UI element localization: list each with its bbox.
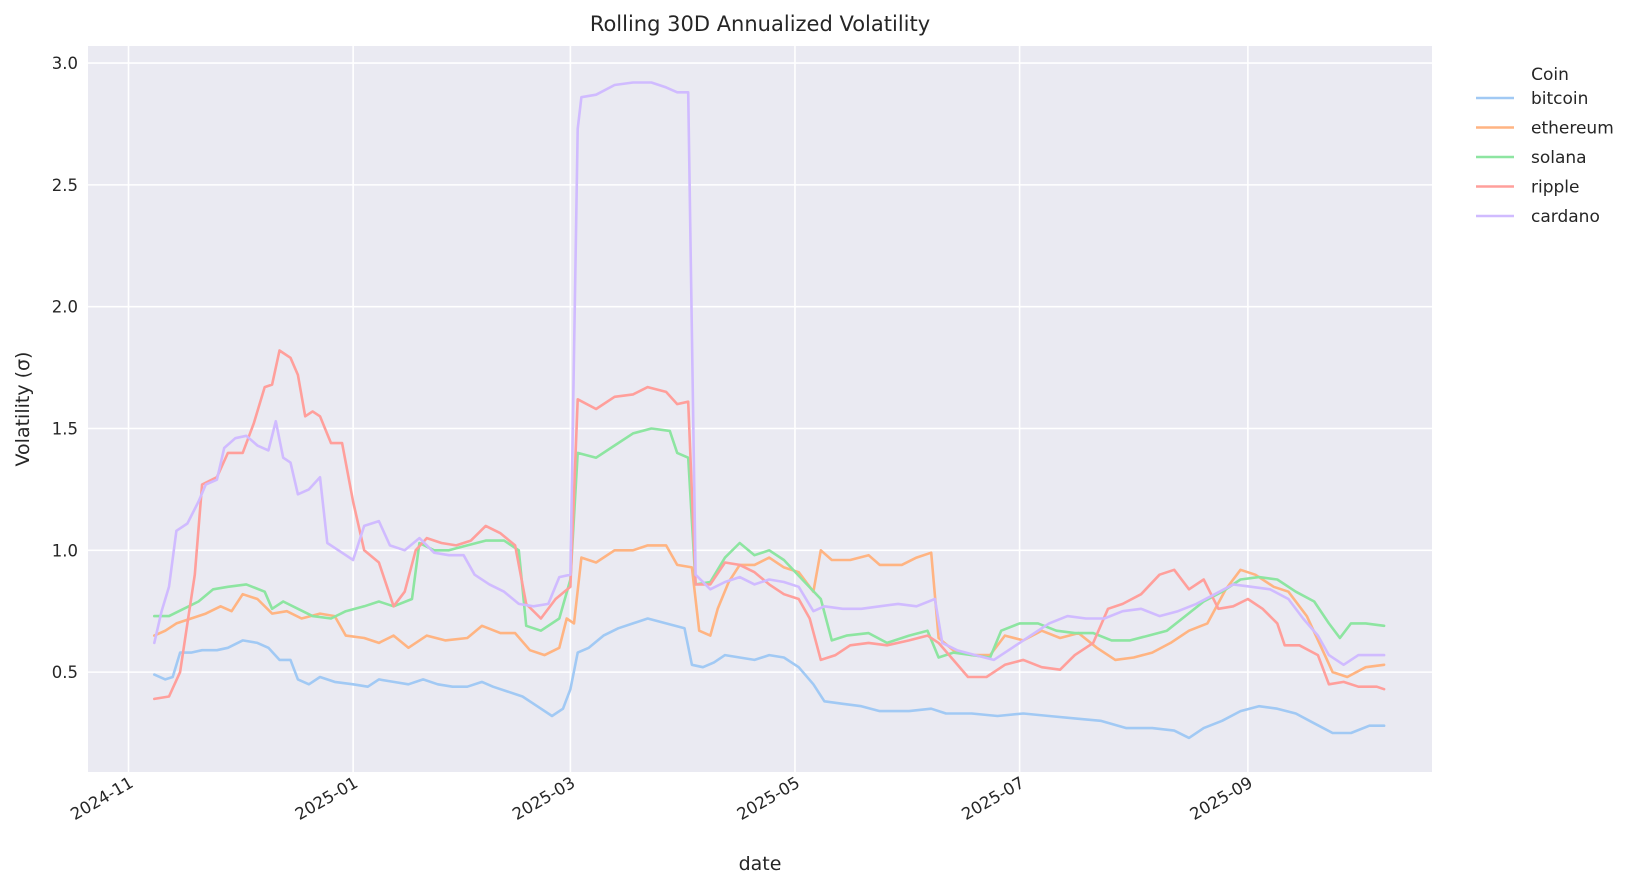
legend: Coin bitcoin ethereum solana ripple cardano	[1476, 65, 1614, 227]
y-tick-label: 2.0	[52, 298, 78, 317]
chart-title: Rolling 30D Annualized Volatility	[590, 12, 930, 36]
legend-item-solana: solana	[1476, 148, 1587, 168]
y-tick-label: 0.5	[52, 663, 78, 682]
x-tick-label: 2025-07	[958, 773, 1027, 824]
y-tick-label: 2.5	[52, 176, 78, 195]
legend-item-cardano: cardano	[1476, 207, 1600, 227]
x-tick-label: 2025-01	[292, 773, 361, 824]
y-tick-labels: 0.5 1.0 1.5 2.0 2.5 3.0	[52, 54, 78, 682]
plot-area-background	[88, 46, 1432, 772]
legend-label: cardano	[1531, 207, 1600, 227]
x-tick-label: 2025-09	[1187, 773, 1256, 824]
legend-items: bitcoin ethereum solana ripple cardano	[1476, 89, 1614, 227]
series-line-solana	[153, 427, 1386, 659]
legend-item-ripple: ripple	[1476, 178, 1579, 198]
y-axis-label: Volatility (σ)	[12, 352, 34, 467]
legend-label: bitcoin	[1531, 89, 1588, 109]
legend-item-ethereum: ethereum	[1476, 119, 1614, 139]
x-tick-labels: 2024-11 2025-01 2025-03 2025-05 2025-07 2025-…	[67, 773, 1256, 824]
legend-item-bitcoin: bitcoin	[1476, 89, 1588, 109]
series-line-cardano	[153, 81, 1386, 667]
grid-layer	[88, 46, 1432, 772]
legend-label: ethereum	[1531, 119, 1614, 139]
series-layer	[153, 81, 1386, 740]
x-tick-label: 2025-03	[509, 773, 578, 824]
x-axis-label: date	[739, 853, 782, 875]
x-tick-label: 2025-05	[734, 773, 803, 824]
legend-title: Coin	[1531, 65, 1569, 85]
series-line-ripple	[153, 349, 1386, 701]
y-tick-label: 3.0	[52, 54, 78, 73]
y-tick-label: 1.5	[52, 419, 78, 438]
legend-label: solana	[1531, 148, 1587, 168]
legend-label: ripple	[1531, 178, 1579, 198]
x-tick-label: 2024-11	[67, 773, 136, 824]
y-tick-label: 1.0	[52, 541, 78, 560]
series-line-bitcoin	[153, 617, 1386, 740]
